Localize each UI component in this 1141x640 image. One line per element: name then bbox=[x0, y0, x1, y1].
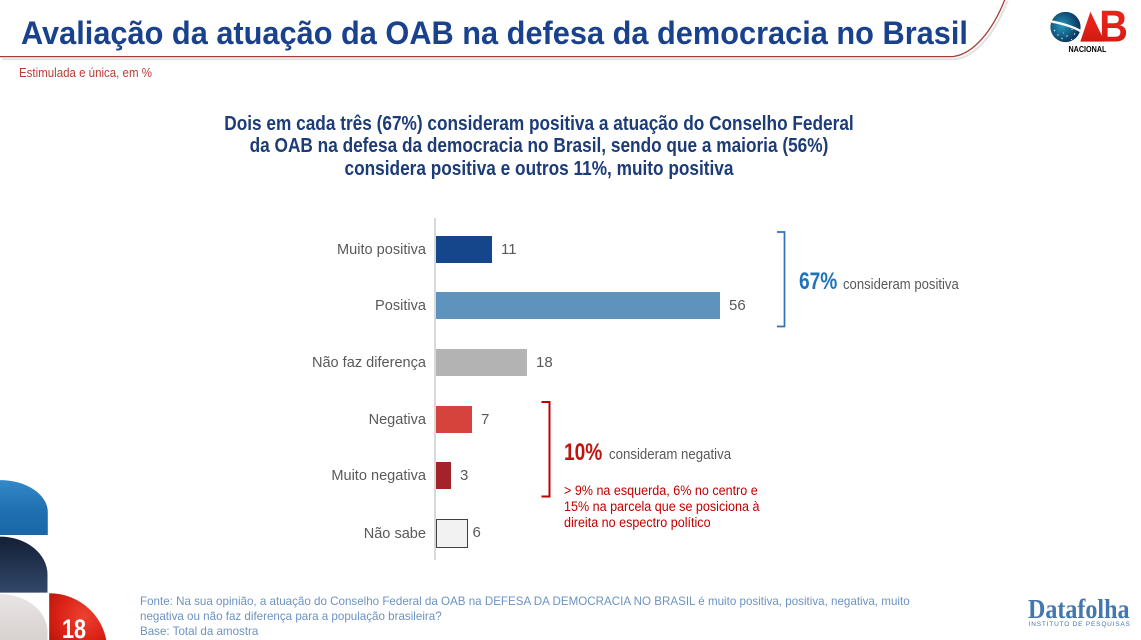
svg-text:NACIONAL: NACIONAL bbox=[1069, 45, 1107, 54]
svg-text:B: B bbox=[1099, 10, 1128, 51]
